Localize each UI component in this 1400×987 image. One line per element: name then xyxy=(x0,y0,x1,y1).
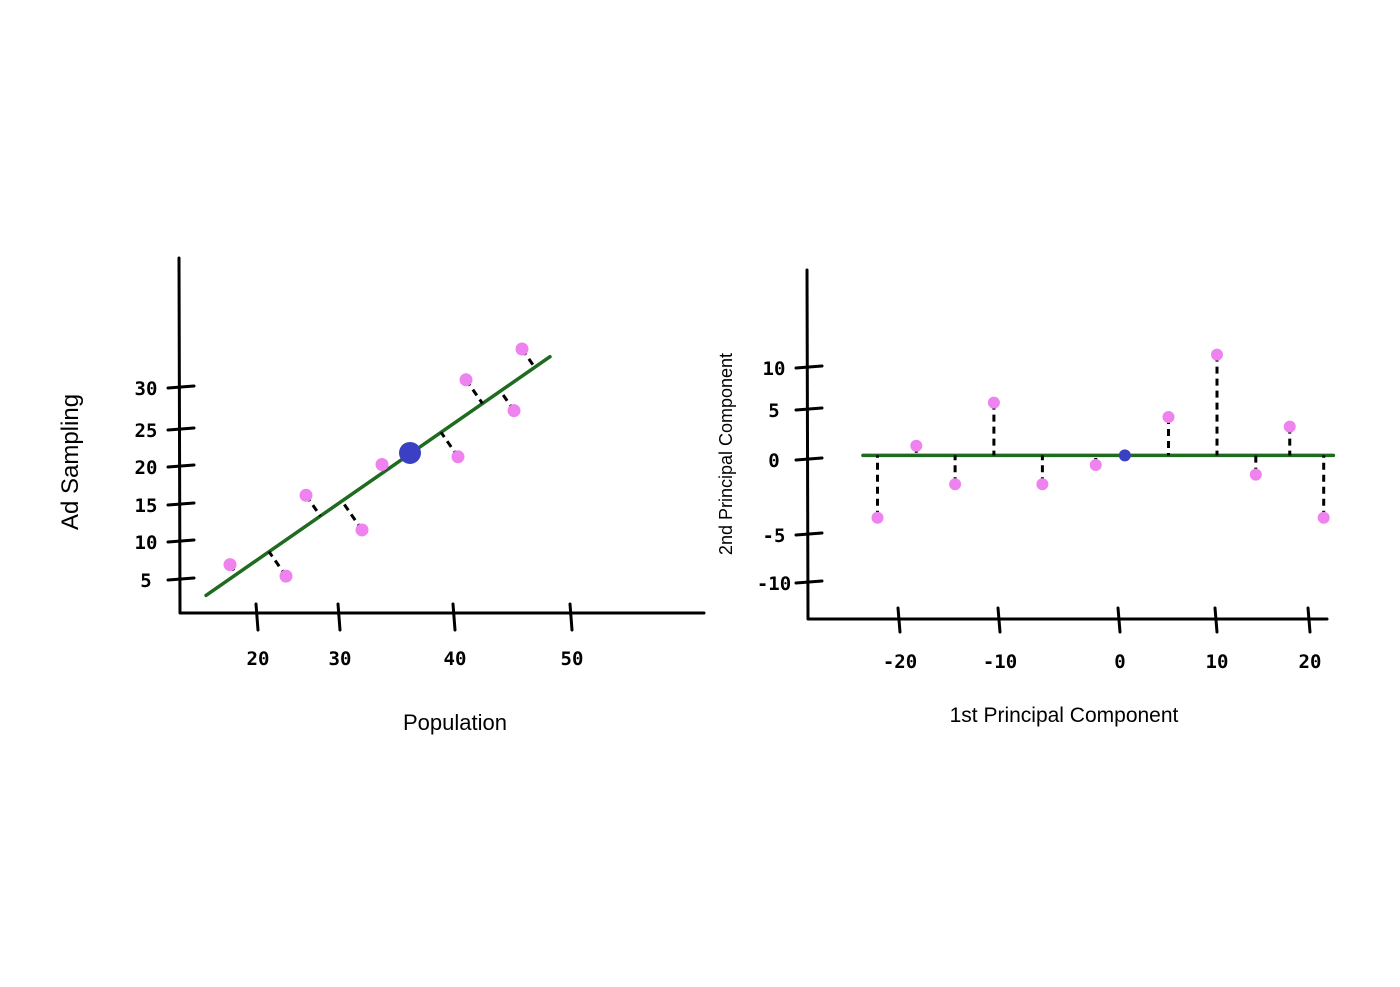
left-y-tick-5 xyxy=(166,384,196,390)
right-x-tick-3 xyxy=(1213,606,1219,634)
left-x-tick-3 xyxy=(568,602,574,632)
left-y-tick-label-2: 15 xyxy=(135,495,158,517)
left-data-point-7 xyxy=(507,404,521,418)
right-axis-ticks: -20 -10 0 10 20 10 5 0 -5 -10 xyxy=(757,358,1322,673)
right-data-point-3 xyxy=(987,396,1000,409)
right-y-tick-3 xyxy=(794,531,824,537)
principal-components-chart: -20 -10 0 10 20 10 5 0 -5 -10 1st Principal Compo… xyxy=(716,268,1336,727)
left-y-tick-label-4: 25 xyxy=(135,420,158,442)
right-data-point-2 xyxy=(949,478,962,491)
left-y-tick-label-1: 10 xyxy=(135,532,158,554)
left-center-point xyxy=(399,441,421,464)
left-data-point-8 xyxy=(515,342,529,356)
right-y-tick-label-1: 5 xyxy=(768,400,779,422)
right-x-tick-label-3: 10 xyxy=(1206,651,1229,673)
left-data-point-6 xyxy=(459,373,473,387)
right-x-tick-label-1: -10 xyxy=(983,651,1017,673)
left-data-point-4 xyxy=(375,458,389,471)
right-chart-data-layer xyxy=(861,348,1336,524)
right-y-axis xyxy=(805,268,810,620)
left-x-tick-label-0: 20 xyxy=(247,648,270,670)
left-data-point-3 xyxy=(355,523,369,537)
right-y-tick-0 xyxy=(794,364,824,370)
left-data-point-0 xyxy=(223,558,237,572)
right-x-tick-label-0: -20 xyxy=(883,651,917,673)
right-x-tick-label-2: 0 xyxy=(1114,651,1125,673)
left-y-tick-label-0: 5 xyxy=(140,570,151,592)
right-data-point-4 xyxy=(1036,478,1049,491)
left-x-tick-1 xyxy=(336,602,342,632)
left-x-tick-label-1: 30 xyxy=(329,648,352,670)
left-y-tick-2 xyxy=(166,501,196,507)
right-data-point-6 xyxy=(1162,411,1175,423)
left-y-tick-4 xyxy=(166,426,196,432)
right-y-tick-2 xyxy=(794,456,824,462)
right-x-tick-2 xyxy=(1116,606,1122,634)
right-x-tick-1 xyxy=(996,606,1002,634)
left-chart-data-layer xyxy=(204,342,552,598)
left-x-tick-label-2: 40 xyxy=(444,648,467,670)
left-y-tick-1 xyxy=(166,538,196,544)
right-data-point-1 xyxy=(910,439,923,452)
left-y-tick-0 xyxy=(166,576,196,582)
right-y-axis-title: 2nd Principal Component xyxy=(716,353,736,555)
left-fit-line xyxy=(204,354,552,598)
right-y-tick-4 xyxy=(794,579,824,585)
right-y-tick-label-2: 0 xyxy=(768,450,779,472)
right-y-tick-label-0: 10 xyxy=(763,358,786,380)
left-y-tick-3 xyxy=(166,463,196,469)
right-data-point-10 xyxy=(1317,511,1330,524)
right-x-tick-4 xyxy=(1306,606,1312,634)
left-axis-ticks: 20 30 40 50 5 10 15 20 25 30 xyxy=(135,378,584,670)
left-data-point-5 xyxy=(451,450,465,464)
right-y-tick-label-4: -10 xyxy=(757,573,791,595)
left-x-tick-0 xyxy=(254,602,260,632)
left-x-tick-label-3: 50 xyxy=(561,648,584,670)
right-data-point-0 xyxy=(871,511,884,524)
left-y-axis-title: Ad Sampling xyxy=(57,394,84,530)
right-x-tick-label-4: 20 xyxy=(1299,651,1322,673)
right-x-axis-title: 1st Principal Component xyxy=(950,704,1179,727)
left-x-tick-2 xyxy=(451,602,457,632)
right-x-tick-0 xyxy=(896,606,902,634)
left-data-point-1 xyxy=(279,569,293,583)
left-y-axis xyxy=(177,256,182,614)
left-data-point-2 xyxy=(299,488,313,502)
left-y-tick-label-5: 30 xyxy=(135,378,158,400)
right-center-point xyxy=(1118,449,1131,462)
right-y-tick-label-3: -5 xyxy=(763,525,786,547)
right-data-point-8 xyxy=(1249,468,1262,481)
right-data-point-9 xyxy=(1283,420,1296,433)
left-y-tick-label-3: 20 xyxy=(135,457,158,479)
right-y-tick-1 xyxy=(794,406,824,412)
right-data-point-5 xyxy=(1089,459,1102,471)
population-vs-ad-sampling-chart: 20 30 40 50 5 10 15 20 25 30 Population Ad Sampli… xyxy=(57,256,706,735)
left-x-axis-title: Population xyxy=(403,710,507,735)
right-data-point-7 xyxy=(1211,348,1223,361)
